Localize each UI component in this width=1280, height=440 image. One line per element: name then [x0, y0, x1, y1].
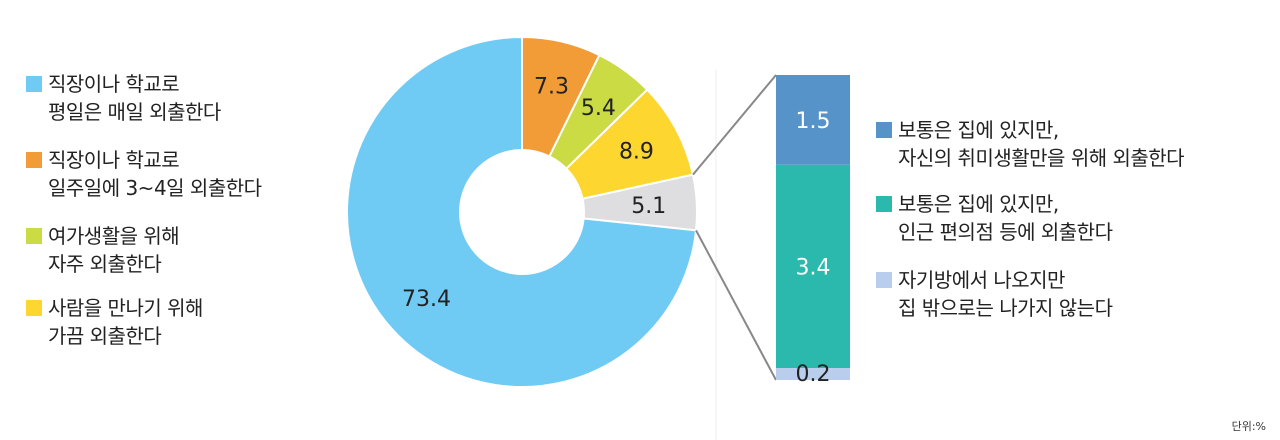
slice-label: 5.4 — [581, 96, 616, 121]
legend-label: 자기방에서 나오지만 집 밖으로는 나가지 않는다 — [898, 268, 1113, 320]
unit-label: 단위:% — [1231, 420, 1266, 433]
slice-label: 5.1 — [631, 194, 666, 219]
legend-label: 직장이나 학교로 일주일에 3~4일 외출한다 — [48, 148, 262, 200]
bar-label: 0.2 — [796, 362, 831, 387]
legend-label: 보통은 집에 있지만, 인근 편의점 등에 외출한다 — [898, 192, 1113, 244]
legend-swatch — [876, 122, 892, 138]
legend-item: 보통은 집에 있지만, 자신의 취미생활만을 위해 외출한다 — [876, 116, 1185, 172]
connector-line — [692, 74, 777, 176]
legend-swatch — [26, 300, 42, 316]
connector-line — [695, 229, 777, 381]
legend-item: 사람을 만나기 위해 가끔 외출한다 — [26, 294, 203, 350]
stacked-bar-segment — [776, 75, 850, 165]
legend-swatch — [876, 196, 892, 212]
donut-slice — [346, 35, 698, 388]
stacked-bar-segment — [776, 368, 850, 380]
legend-label: 사람을 만나기 위해 가끔 외출한다 — [48, 296, 203, 348]
legend-item: 직장이나 학교로 일주일에 3~4일 외출한다 — [26, 146, 262, 202]
legend-item: 직장이나 학교로 평일은 매일 외출한다 — [26, 70, 221, 126]
legend-item: 자기방에서 나오지만 집 밖으로는 나가지 않는다 — [876, 266, 1113, 322]
slice-label: 7.3 — [534, 74, 569, 99]
bar-label: 3.4 — [796, 255, 831, 280]
legend-item: 여가생활을 위해 자주 외출한다 — [26, 222, 180, 278]
legend-label: 보통은 집에 있지만, 자신의 취미생활만을 위해 외출한다 — [898, 118, 1185, 170]
slice-label: 8.9 — [619, 139, 654, 164]
legend-swatch — [876, 272, 892, 288]
legend-label: 직장이나 학교로 평일은 매일 외출한다 — [48, 72, 221, 124]
legend-swatch — [26, 152, 42, 168]
legend-swatch — [26, 228, 42, 244]
bar-label: 1.5 — [796, 109, 831, 134]
slice-label: 73.4 — [402, 287, 451, 312]
legend-item: 보통은 집에 있지만, 인근 편의점 등에 외출한다 — [876, 190, 1113, 246]
stacked-bar-segment — [776, 164, 850, 369]
legend-label: 여가생활을 위해 자주 외출한다 — [48, 224, 180, 276]
legend-swatch — [26, 76, 42, 92]
